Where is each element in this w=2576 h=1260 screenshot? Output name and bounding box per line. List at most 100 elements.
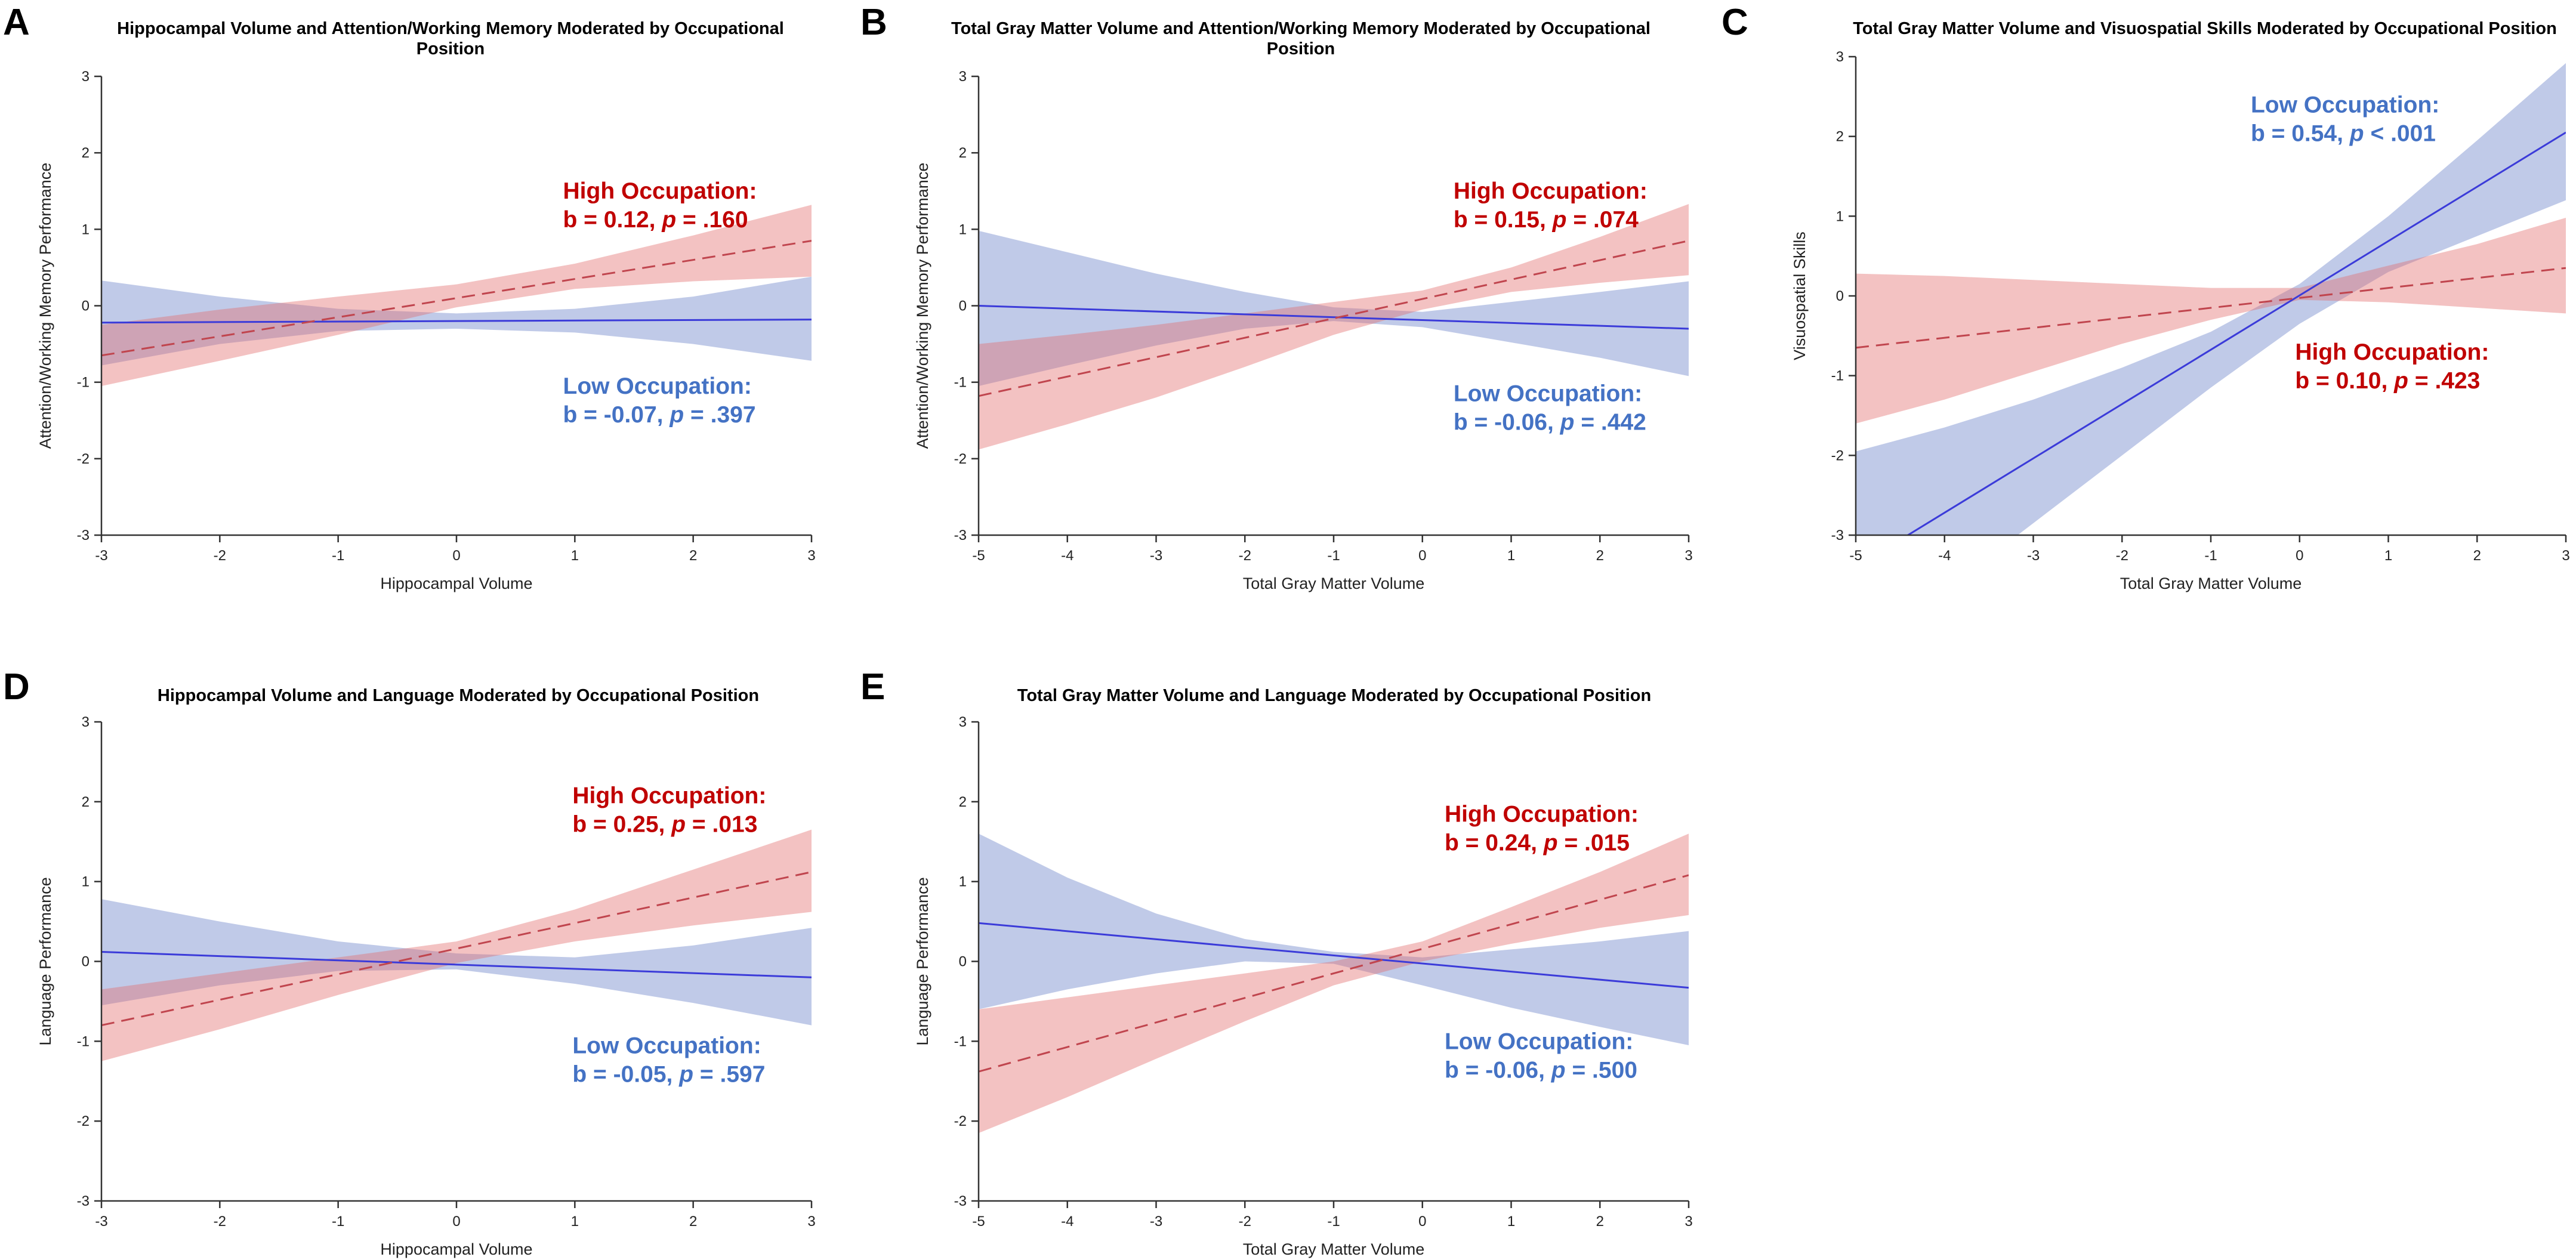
y-axis-label: Language Performance (36, 877, 54, 1045)
x-tick-label: -5 (972, 1213, 985, 1230)
y-tick-label: 1 (82, 221, 90, 237)
p-value: = .015 (1558, 830, 1630, 856)
high-occupation-ci-band (1856, 218, 2566, 424)
low-occupation-ci-band (979, 833, 1689, 1046)
plot-area (979, 833, 1689, 1134)
y-tick-label: 0 (959, 298, 967, 314)
p-value: = .500 (1566, 1058, 1637, 1083)
p-symbol: p (2393, 368, 2408, 394)
y-tick-label: 2 (82, 145, 90, 161)
p-value: = .423 (2408, 368, 2480, 394)
low-occupation-annotation-stats: b = -0.06, p = .500 (1445, 1058, 1637, 1083)
x-tick-label: -1 (1327, 1213, 1340, 1230)
high-occupation-annotation-title: High Occupation: (1454, 178, 1648, 204)
plot-area (101, 205, 812, 387)
coefficient: b = -0.07, (563, 402, 670, 428)
x-tick-label: -1 (332, 1213, 344, 1230)
chart-title: Position (417, 39, 485, 58)
p-symbol: p (1551, 1058, 1566, 1083)
p-symbol: p (671, 812, 686, 838)
y-tick-label: -2 (1831, 447, 1844, 464)
low-occupation-annotation-stats: b = -0.05, p = .597 (572, 1061, 765, 1087)
y-tick-label: 3 (82, 69, 90, 85)
y-tick-label: -1 (954, 1033, 967, 1049)
p-value: = .397 (684, 402, 755, 428)
coefficient: b = -0.05, (572, 1061, 679, 1087)
high-occupation-ci-band (101, 829, 812, 1061)
high-occupation-line (979, 874, 1689, 1073)
high-occupation-annotation-stats: b = 0.10, p = .423 (2295, 368, 2480, 394)
panel-letter: E (860, 666, 885, 708)
x-axis-label: Total Gray Matter Volume (1243, 575, 1425, 592)
panel-letter: B (860, 2, 887, 43)
low-occupation-annotation-title: Low Occupation: (2251, 92, 2439, 118)
x-tick-label: -2 (2116, 548, 2128, 564)
low-occupation-annotation-title: Low Occupation: (1445, 1029, 1633, 1055)
p-symbol: p (678, 1061, 693, 1087)
x-tick-label: -4 (1938, 548, 1951, 564)
y-tick-label: 3 (959, 714, 967, 730)
x-tick-label: 2 (1596, 548, 1604, 564)
panel-c: C Total Gray Matter Volume and Visuospati… (1722, 2, 2570, 592)
y-tick-label: -1 (77, 1033, 90, 1049)
high-occupation-line (101, 240, 812, 357)
x-tick-label: -5 (1849, 548, 1862, 564)
panel-letter: D (3, 666, 30, 708)
x-tick-label: 0 (1418, 1213, 1426, 1230)
x-tick-label: -4 (1061, 548, 1073, 564)
panel-letter: A (3, 2, 30, 43)
y-tick-label: -2 (77, 1113, 90, 1129)
p-symbol: p (1560, 410, 1575, 436)
plot-area (1856, 63, 2566, 535)
p-value: = .013 (686, 812, 757, 838)
high-occupation-annotation-title: High Occupation: (563, 178, 757, 204)
p-value: = .160 (676, 207, 748, 233)
plot-area (101, 829, 812, 1061)
chart-title: Position (1267, 39, 1335, 58)
coefficient: b = -0.06, (1454, 410, 1560, 436)
panel-e: E Total Gray Matter Volume and Language M… (860, 666, 1693, 1258)
x-tick-label: 2 (2473, 548, 2481, 564)
x-tick-label: 3 (1685, 1213, 1692, 1230)
high-occupation-annotation-title: High Occupation: (2295, 339, 2489, 365)
y-tick-label: -3 (77, 527, 90, 543)
x-tick-label: -1 (1327, 548, 1340, 564)
y-axis-label: Language Performance (914, 877, 931, 1045)
low-occupation-line (979, 922, 1689, 989)
panel-letter: C (1722, 2, 1748, 43)
y-tick-label: -3 (77, 1193, 90, 1209)
high-occupation-annotation-stats: b = 0.15, p = .074 (1454, 207, 1639, 233)
x-axis-label: Hippocampal Volume (380, 1240, 532, 1258)
p-symbol: p (2349, 121, 2364, 147)
y-tick-label: -1 (954, 375, 967, 391)
x-tick-label: -1 (2204, 548, 2217, 564)
y-tick-label: 2 (959, 794, 967, 810)
low-occupation-ci-band (1856, 63, 2566, 535)
chart-title: Total Gray Matter Volume and Visuospatia… (1853, 19, 2557, 38)
high-occupation-ci-band (979, 204, 1689, 450)
p-symbol: p (661, 207, 676, 233)
p-value: = .442 (1574, 410, 1646, 436)
x-tick-label: 1 (2384, 548, 2392, 564)
y-tick-label: 3 (1836, 49, 1844, 65)
y-tick-label: -2 (77, 451, 90, 467)
y-axis-label: Attention/Working Memory Performance (36, 163, 54, 449)
x-tick-label: 1 (571, 548, 579, 564)
x-tick-label: -2 (214, 1213, 226, 1230)
low-occupation-annotation-title: Low Occupation: (563, 373, 752, 399)
x-axis-label: Total Gray Matter Volume (1243, 1240, 1425, 1258)
y-tick-label: 2 (82, 794, 90, 810)
coefficient: b = 0.54, (2251, 121, 2350, 147)
x-tick-label: -2 (1239, 548, 1251, 564)
low-occupation-annotation-stats: b = -0.06, p = .442 (1454, 410, 1646, 436)
high-occupation-annotation-stats: b = 0.12, p = .160 (563, 207, 748, 233)
y-tick-label: -3 (954, 1193, 967, 1209)
y-tick-label: 0 (959, 954, 967, 970)
x-tick-label: 3 (1685, 548, 1692, 564)
x-tick-label: -2 (1239, 1213, 1251, 1230)
x-tick-label: 1 (1507, 1213, 1515, 1230)
low-occupation-line (979, 305, 1689, 330)
y-tick-label: 3 (959, 69, 967, 85)
chart-title: Total Gray Matter Volume and Language Mo… (1017, 686, 1651, 705)
